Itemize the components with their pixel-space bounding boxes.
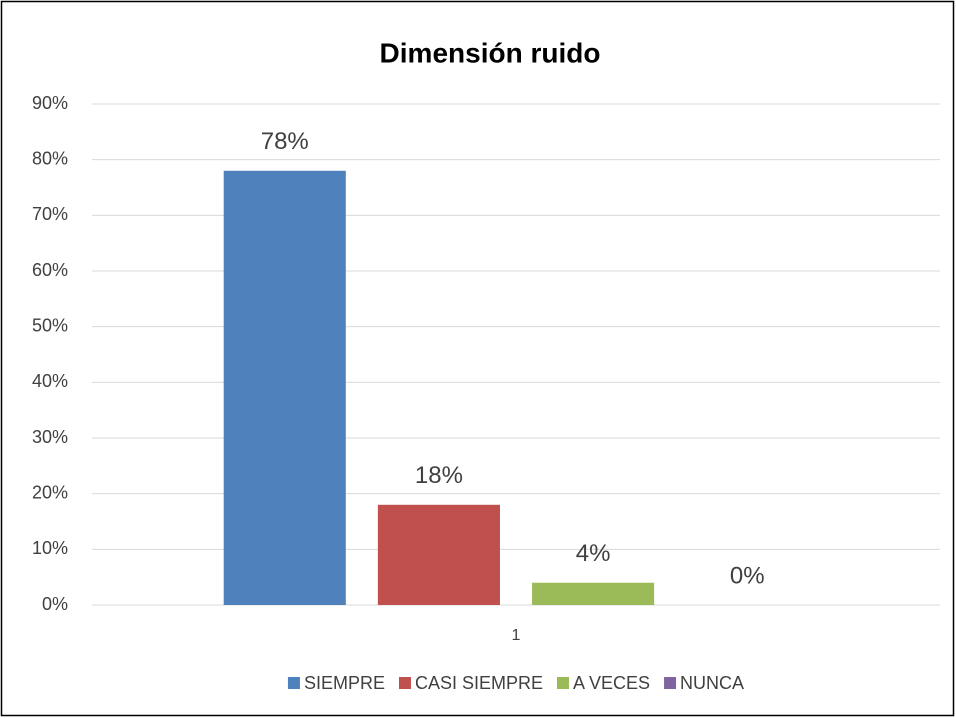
legend-swatch [398, 677, 411, 689]
data-label: 4% [576, 540, 611, 567]
y-tick-label: 20% [32, 482, 68, 502]
bar [223, 170, 346, 606]
legend: SIEMPRE CASI SIEMPRE A VECES NUNCA [287, 673, 744, 693]
x-tick-label: 1 [512, 627, 521, 644]
y-tick-label: 0% [42, 594, 68, 614]
y-tick-label: 40% [32, 371, 68, 391]
y-tick-label: 60% [32, 260, 68, 280]
legend-swatch [557, 677, 569, 689]
y-tick-label: 80% [32, 148, 68, 168]
chart-title: Dimensión ruido [380, 37, 601, 68]
y-tick-label: 30% [32, 427, 68, 447]
legend-label: CASI SIEMPRE [415, 673, 543, 693]
legend-label: NUNCA [680, 673, 744, 693]
data-label: 78% [261, 128, 309, 155]
data-label: 0% [730, 562, 765, 589]
y-tick-label: 50% [32, 315, 68, 335]
legend-swatch [664, 677, 677, 689]
y-tick-label: 90% [32, 93, 68, 113]
bar [532, 582, 655, 605]
y-tick-label: 10% [32, 538, 68, 558]
legend-label: SIEMPRE [304, 673, 385, 693]
bar [377, 504, 500, 605]
y-tick-label: 70% [32, 204, 68, 224]
data-label: 18% [415, 462, 463, 489]
legend-label: A VECES [573, 673, 650, 693]
legend-swatch [287, 677, 300, 689]
